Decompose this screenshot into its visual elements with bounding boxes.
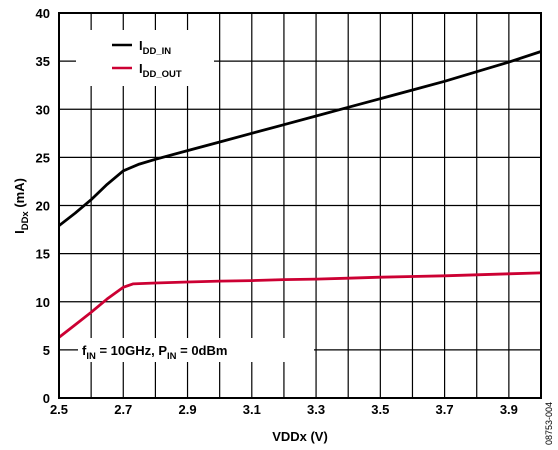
figure-id: 08753-004: [544, 402, 554, 445]
grid: [59, 13, 541, 398]
x-axis-title: VDDx (V): [272, 429, 328, 444]
y-axis-title: IDDx (mA): [12, 178, 31, 234]
y-tick-label: 40: [36, 6, 50, 21]
legend-label-idd-in: IDD_IN: [139, 38, 171, 57]
annotation-background: [78, 338, 314, 362]
x-tick-label: 2.7: [114, 402, 132, 417]
x-tick-label: 3.9: [500, 402, 518, 417]
x-tick-label: 3.7: [436, 402, 454, 417]
x-tick-label: 2.9: [178, 402, 196, 417]
condition-annotation: fIN = 10GHz, PIN = 0dBm: [78, 338, 314, 362]
y-tick-label: 25: [36, 150, 50, 165]
plot-frame: [58, 12, 542, 399]
x-tick-label: 3.3: [307, 402, 325, 417]
y-tick-label: 15: [36, 247, 50, 262]
y-tick-label: 35: [36, 54, 50, 69]
x-tick-label: 3.1: [243, 402, 261, 417]
series-line-idd-out: [58, 271, 542, 339]
tick-labels: 2.5 2.7 2.9 3.1 3.3 3.5 3.7 3.9 0 5 10 15 20 25 30 35 40: [36, 6, 518, 417]
series-line-idd-in: [58, 50, 542, 227]
legend: IDD_IN IDD_OUT: [76, 30, 214, 86]
y-tick-label: 0: [43, 391, 50, 406]
y-tick-label: 30: [36, 102, 50, 117]
legend-label-idd-out: IDD_OUT: [139, 61, 182, 80]
y-tick-label: 20: [36, 199, 50, 214]
legend-background: [76, 30, 214, 86]
y-tick-label: 10: [36, 295, 50, 310]
annotation-text: fIN = 10GHz, PIN = 0dBm: [82, 343, 227, 362]
y-tick-label: 5: [43, 343, 50, 358]
x-tick-label: 2.5: [50, 402, 68, 417]
series-layer: [58, 50, 542, 339]
x-tick-label: 3.5: [371, 402, 389, 417]
